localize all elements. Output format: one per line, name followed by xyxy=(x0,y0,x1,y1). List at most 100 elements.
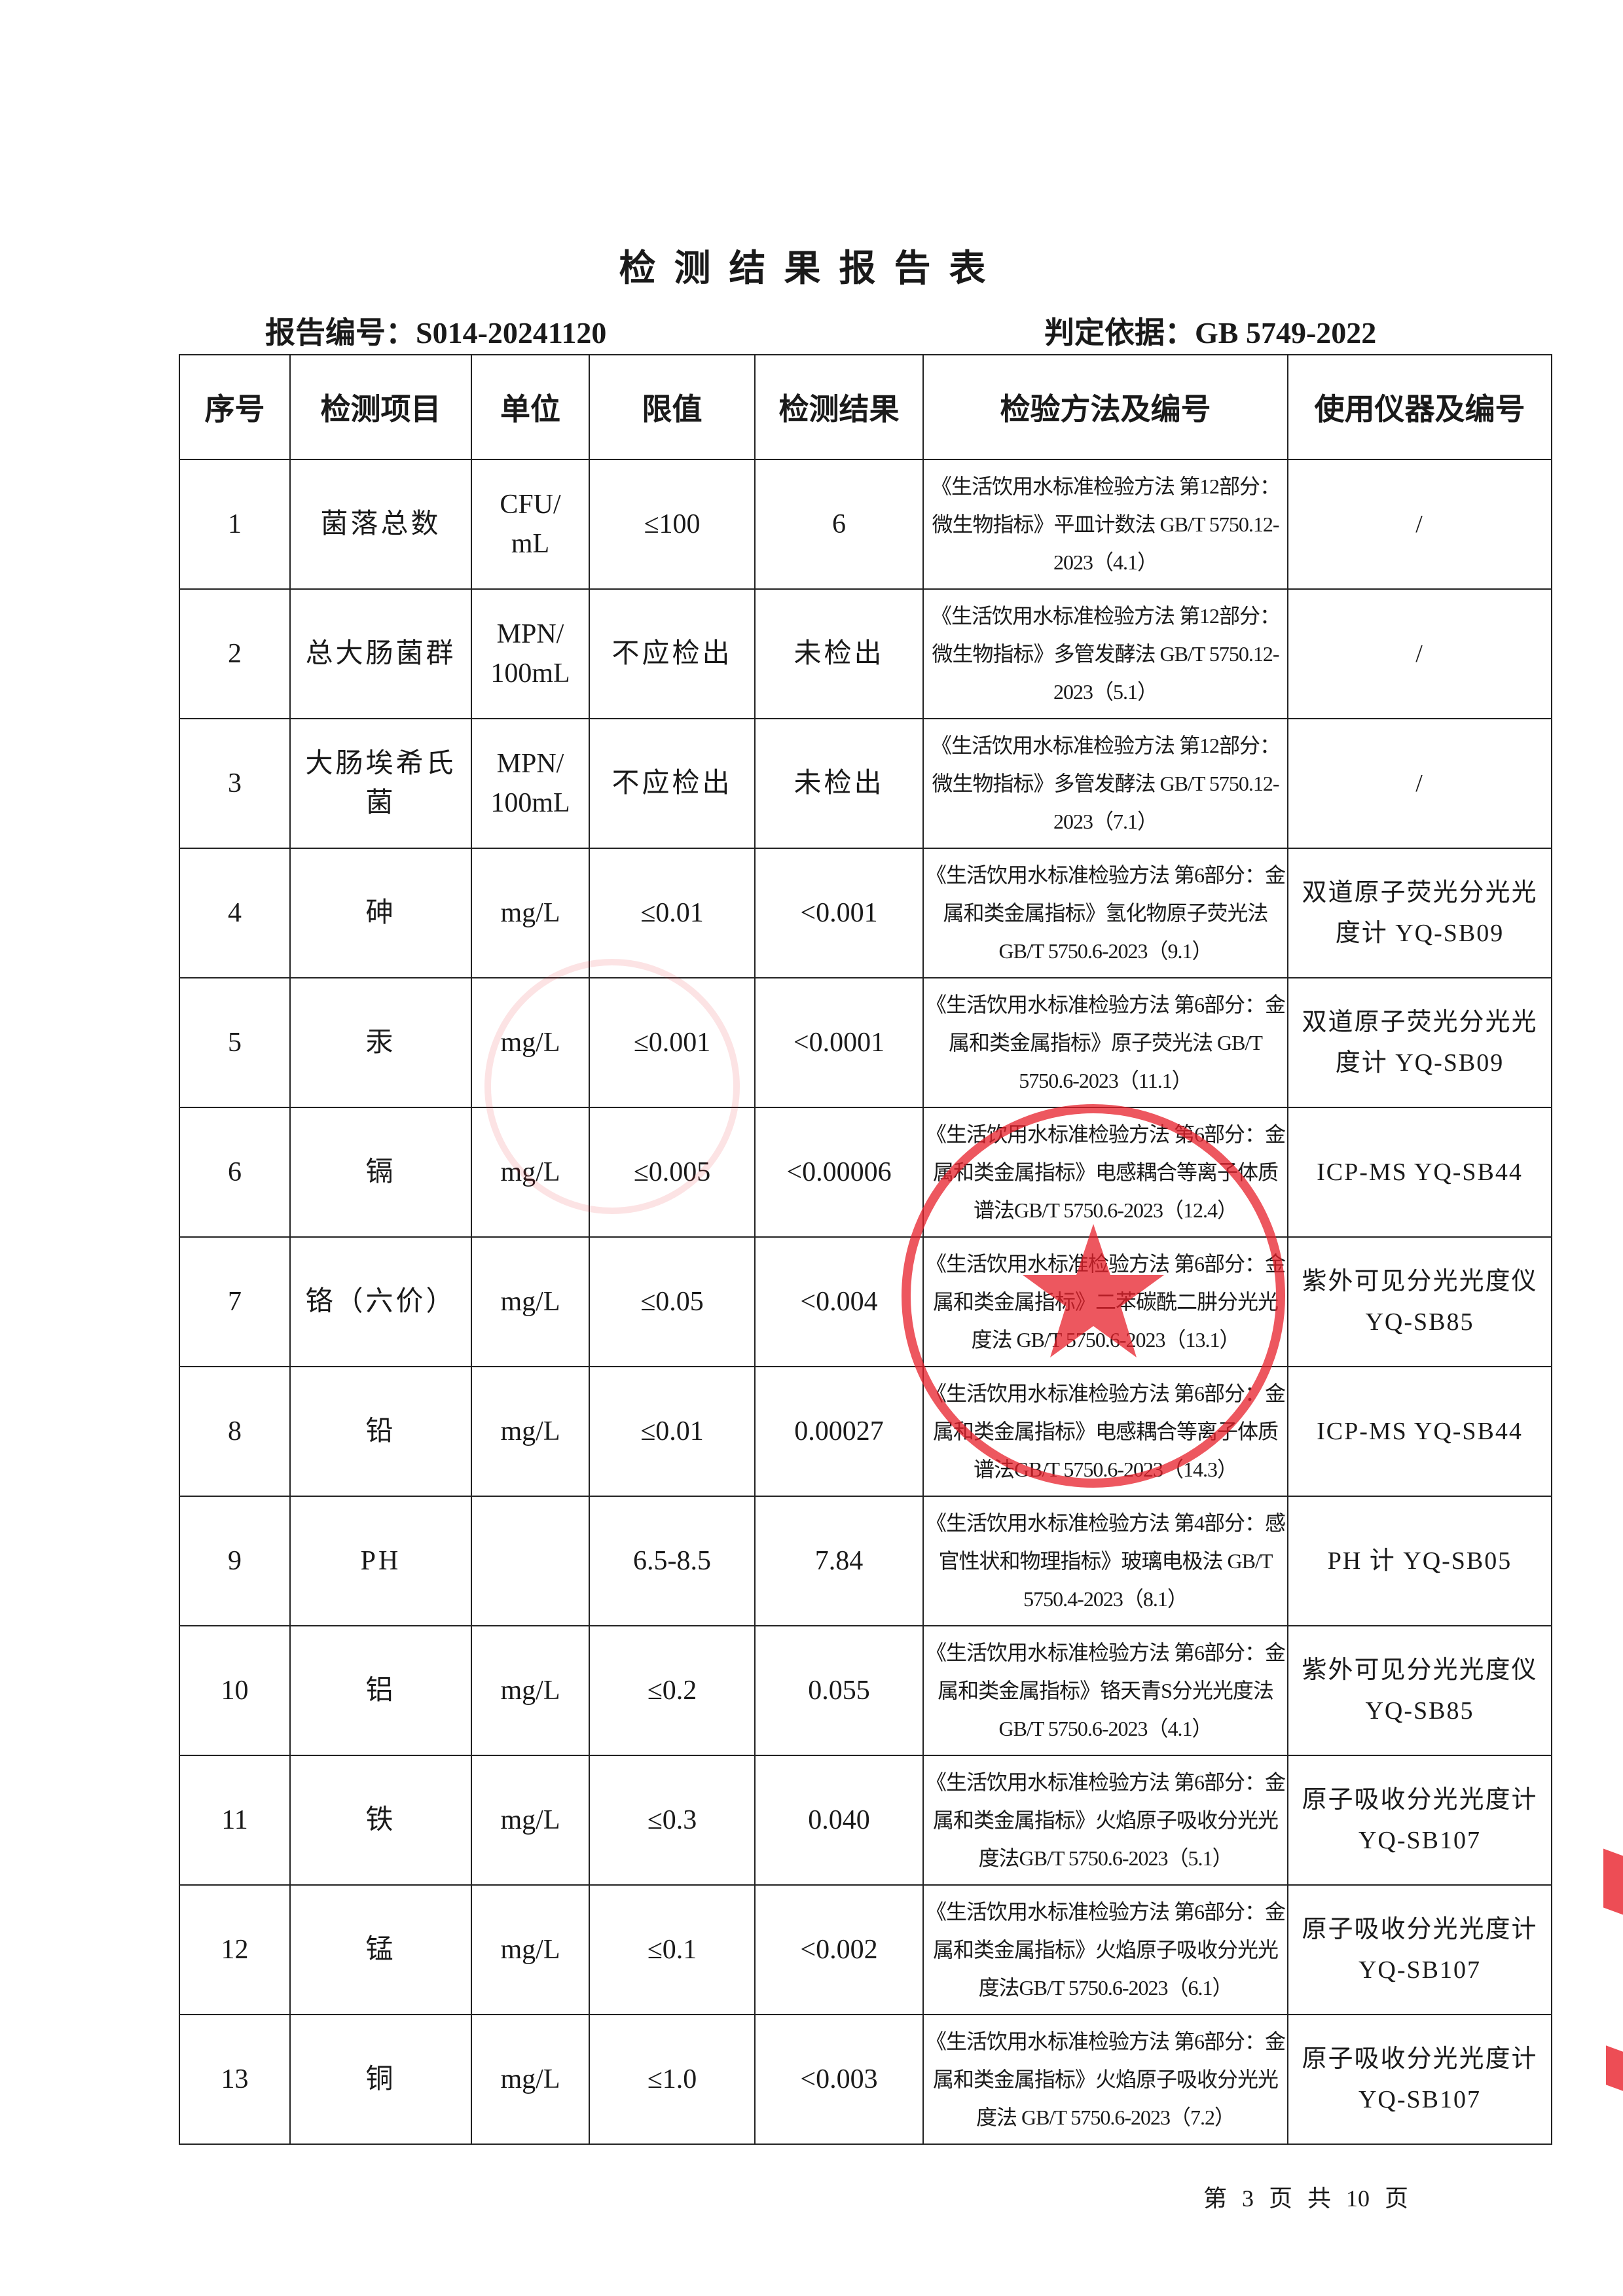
edge-seal-mark xyxy=(1606,2045,1623,2091)
test-result: 未检出 xyxy=(754,588,924,719)
row-number: 6 xyxy=(179,1107,291,1238)
row-number: 3 xyxy=(179,718,291,849)
instrument: 紫外可见分光光度仪 YQ-SB85 xyxy=(1287,1236,1552,1367)
instrument: / xyxy=(1287,718,1552,849)
test-method: 《生活饮用水标准检验方法 第6部分：金属和类金属指标》电感耦合等离子体质谱法GB… xyxy=(922,1366,1288,1497)
table-row: 12 锰 mg/L ≤0.1 <0.002 《生活饮用水标准检验方法 第6部分：金属和类金… xyxy=(179,1884,1552,2015)
limit-value: ≤100 xyxy=(589,459,756,590)
test-result: 0.00027 xyxy=(754,1366,924,1497)
instrument: ICP-MS YQ-SB44 xyxy=(1287,1107,1552,1238)
test-result: 7.84 xyxy=(754,1496,924,1626)
limit-value: ≤0.1 xyxy=(589,1884,756,2015)
row-number: 8 xyxy=(179,1366,291,1497)
test-method: 《生活饮用水标准检验方法 第6部分：金属和类金属指标》二苯碳酰二肼分光光度法 G… xyxy=(922,1236,1288,1367)
limit-value: 不应检出 xyxy=(589,588,756,719)
table-row: 11 铁 mg/L ≤0.3 0.040 《生活饮用水标准检验方法 第6部分：金属和类金属… xyxy=(179,1755,1552,1886)
test-item: PH xyxy=(289,1496,472,1626)
test-result: 6 xyxy=(754,459,924,590)
row-number: 5 xyxy=(179,977,291,1108)
unit: mg/L xyxy=(471,1625,590,1756)
unit xyxy=(471,1496,590,1626)
unit: mg/L xyxy=(471,1884,590,2015)
limit-value: ≤1.0 xyxy=(589,2014,756,2145)
header-result: 检测结果 xyxy=(754,354,924,460)
table-row: 13 铜 mg/L ≤1.0 <0.003 《生活饮用水标准检验方法 第6部分：金属和类金… xyxy=(179,2014,1552,2145)
unit: MPN/ 100mL xyxy=(471,588,590,719)
test-item: 铁 xyxy=(289,1755,472,1886)
instrument: / xyxy=(1287,459,1552,590)
instrument: 原子吸收分光光度计 YQ-SB107 xyxy=(1287,2014,1552,2145)
limit-value: ≤0.01 xyxy=(589,1366,756,1497)
row-number: 9 xyxy=(179,1496,291,1626)
test-method: 《生活饮用水标准检验方法 第12部分：微生物指标》多管发酵法 GB/T 5750… xyxy=(922,718,1288,849)
instrument: 紫外可见分光光度仪 YQ-SB85 xyxy=(1287,1625,1552,1756)
row-number: 11 xyxy=(179,1755,291,1886)
limit-value: ≤0.05 xyxy=(589,1236,756,1367)
limit-value: ≤0.2 xyxy=(589,1625,756,1756)
judgment-basis: 判定依据：GB 5749-2022 xyxy=(1044,316,1377,350)
table-row: 6 镉 mg/L ≤0.005 <0.00006 《生活饮用水标准检验方法 第6部分：金属… xyxy=(179,1107,1552,1238)
test-item: 总大肠菌群 xyxy=(289,588,472,719)
table-row: 5 汞 mg/L ≤0.001 <0.0001 《生活饮用水标准检验方法 第6部分：金属和… xyxy=(179,977,1552,1108)
test-item: 砷 xyxy=(289,848,472,978)
unit: mg/L xyxy=(471,1107,590,1238)
header-item: 检测项目 xyxy=(289,354,472,460)
unit: mg/L xyxy=(471,1755,590,1886)
table-row: 4 砷 mg/L ≤0.01 <0.001 《生活饮用水标准检验方法 第6部分：金属和类金… xyxy=(179,848,1552,978)
test-method: 《生活饮用水标准检验方法 第6部分：金属和类金属指标》火焰原子吸收分光光度法GB… xyxy=(922,1884,1288,2015)
table-row: 9 PH 6.5-8.5 7.84 《生活饮用水标准检验方法 第4部分：感官性状和物理指… xyxy=(179,1496,1552,1626)
test-method: 《生活饮用水标准检验方法 第12部分：微生物指标》平皿计数法 GB/T 5750… xyxy=(922,459,1288,590)
table-row: 8 铅 mg/L ≤0.01 0.00027 《生活饮用水标准检验方法 第6部分：金属和类… xyxy=(179,1366,1552,1497)
test-method: 《生活饮用水标准检验方法 第4部分：感官性状和物理指标》玻璃电极法 GB/T 5… xyxy=(922,1496,1288,1626)
header-method: 检验方法及编号 xyxy=(922,354,1288,460)
test-item: 铝 xyxy=(289,1625,472,1756)
test-result: 0.055 xyxy=(754,1625,924,1756)
limit-value: ≤0.005 xyxy=(589,1107,756,1238)
page-title: 检测结果报告表 xyxy=(619,247,1004,290)
test-result: <0.0001 xyxy=(754,977,924,1108)
unit: CFU/ mL xyxy=(471,459,590,590)
unit: MPN/ 100mL xyxy=(471,718,590,849)
unit: mg/L xyxy=(471,2014,590,2145)
row-number: 2 xyxy=(179,588,291,719)
instrument: 原子吸收分光光度计 YQ-SB107 xyxy=(1287,1755,1552,1886)
test-item: 菌落总数 xyxy=(289,459,472,590)
table-row: 3 大肠埃希氏菌 MPN/ 100mL 不应检出 未检出 《生活饮用水标准检验方法 第12… xyxy=(179,718,1552,849)
row-number: 4 xyxy=(179,848,291,978)
test-item: 镉 xyxy=(289,1107,472,1238)
test-item: 汞 xyxy=(289,977,472,1108)
row-number: 12 xyxy=(179,1884,291,2015)
header-unit: 单位 xyxy=(471,354,590,460)
edge-seal-mark xyxy=(1603,1848,1623,1915)
test-method: 《生活饮用水标准检验方法 第6部分：金属和类金属指标》氢化物原子荧光法 GB/T… xyxy=(922,848,1288,978)
limit-value: ≤0.3 xyxy=(589,1755,756,1886)
header-instrument: 使用仪器及编号 xyxy=(1287,354,1552,460)
test-method: 《生活饮用水标准检验方法 第6部分：金属和类金属指标》火焰原子吸收分光光度法 G… xyxy=(922,2014,1288,2145)
test-result: <0.004 xyxy=(754,1236,924,1367)
limit-value: 不应检出 xyxy=(589,718,756,849)
test-item: 锰 xyxy=(289,1884,472,2015)
row-number: 7 xyxy=(179,1236,291,1367)
unit: mg/L xyxy=(471,848,590,978)
test-result: 0.040 xyxy=(754,1755,924,1886)
table-row: 2 总大肠菌群 MPN/ 100mL 不应检出 未检出 《生活饮用水标准检验方法 第12部… xyxy=(179,588,1552,719)
limit-value: 6.5-8.5 xyxy=(589,1496,756,1626)
header-limit: 限值 xyxy=(589,354,756,460)
limit-value: ≤0.01 xyxy=(589,848,756,978)
row-number: 1 xyxy=(179,459,291,590)
test-method: 《生活饮用水标准检验方法 第6部分：金属和类金属指标》铬天青S分光光度法 GB/… xyxy=(922,1625,1288,1756)
unit: mg/L xyxy=(471,977,590,1108)
unit: mg/L xyxy=(471,1236,590,1367)
table-row: 7 铬（六价） mg/L ≤0.05 <0.004 《生活饮用水标准检验方法 第6部分：金… xyxy=(179,1236,1552,1367)
header-no: 序号 xyxy=(179,354,291,460)
test-result: 未检出 xyxy=(754,718,924,849)
row-number: 13 xyxy=(179,2014,291,2145)
row-number: 10 xyxy=(179,1625,291,1756)
instrument: PH 计 YQ-SB05 xyxy=(1287,1496,1552,1626)
instrument: 双道原子荧光分光光度计 YQ-SB09 xyxy=(1287,977,1552,1108)
results-table: 序号 检测项目 单位 限值 检测结果 检验方法及编号 使用仪器及编号 1 菌落总数… xyxy=(179,354,1552,2145)
test-method: 《生活饮用水标准检验方法 第6部分：金属和类金属指标》电感耦合等离子体质谱法GB… xyxy=(922,1107,1288,1238)
table-header-row: 序号 检测项目 单位 限值 检测结果 检验方法及编号 使用仪器及编号 xyxy=(179,354,1552,460)
test-result: <0.00006 xyxy=(754,1107,924,1238)
instrument: / xyxy=(1287,588,1552,719)
